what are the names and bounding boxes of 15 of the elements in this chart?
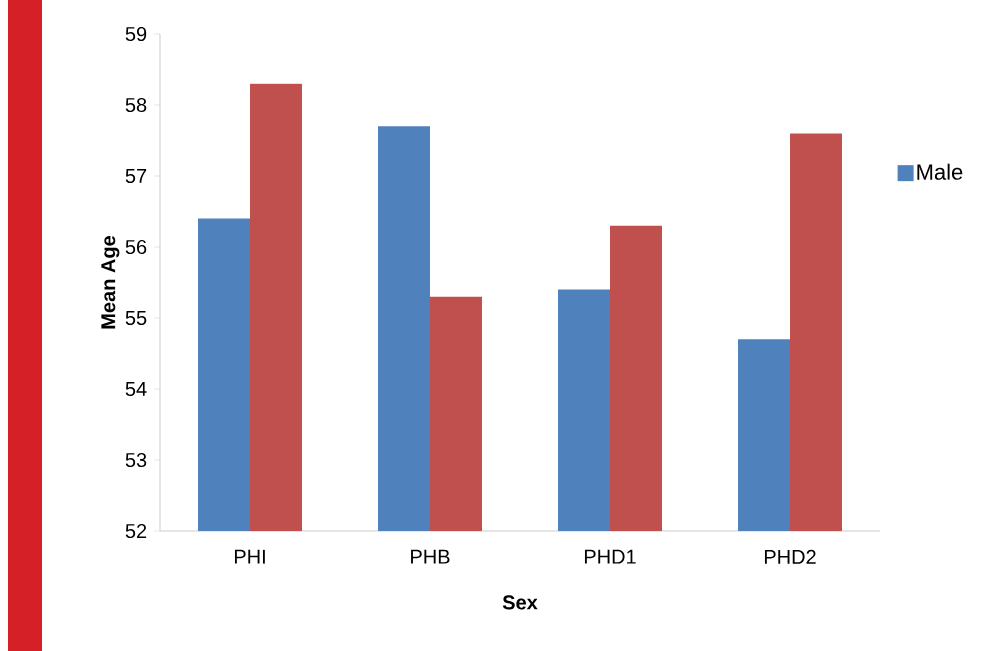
y-tick-label: 52 (125, 523, 147, 539)
y-tick-label: 59 (125, 26, 147, 42)
x-axis-title: Sex (502, 595, 538, 610)
x-tick-label: PHB (411, 549, 450, 564)
y-axis-title: Mean Age (101, 235, 120, 329)
y-tick-label: 58 (125, 97, 147, 113)
y-tick-label: 54 (125, 382, 147, 396)
x-tick-label: PHD2 (764, 549, 816, 564)
x-tick-label: PHI (234, 549, 265, 564)
x-tick-label: PHD1 (584, 549, 636, 564)
legend-label: Male (917, 163, 963, 180)
y-tick-label: 53 (125, 452, 147, 468)
y-tick-label: 55 (125, 311, 147, 325)
y-tick-label: 56 (125, 239, 147, 255)
y-tick-label: 57 (125, 169, 147, 183)
